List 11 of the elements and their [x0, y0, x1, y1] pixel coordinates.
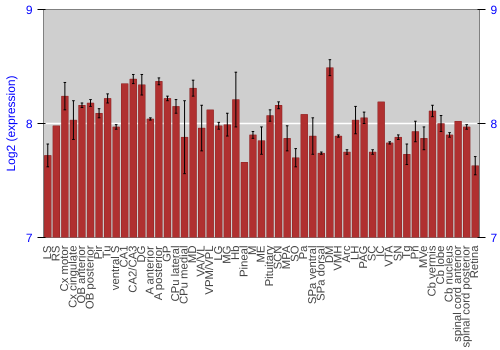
y-axis-title: Log2 (expression) [4, 75, 18, 172]
x-tick-label: Tg [400, 245, 413, 259]
x-tick-label: OB posterior [84, 245, 97, 310]
y2-tick-label: 9 [490, 3, 498, 17]
y-tick-label: 8 [26, 117, 33, 131]
y2-tick-label: 7 [490, 231, 498, 245]
y2-tick-label: 8 [490, 117, 498, 131]
x-tick-label: A posterior [152, 246, 165, 300]
x-tick-label: Retina [469, 244, 482, 278]
y-tick-label: 9 [26, 3, 33, 17]
y-tick-label: 7 [26, 231, 33, 245]
